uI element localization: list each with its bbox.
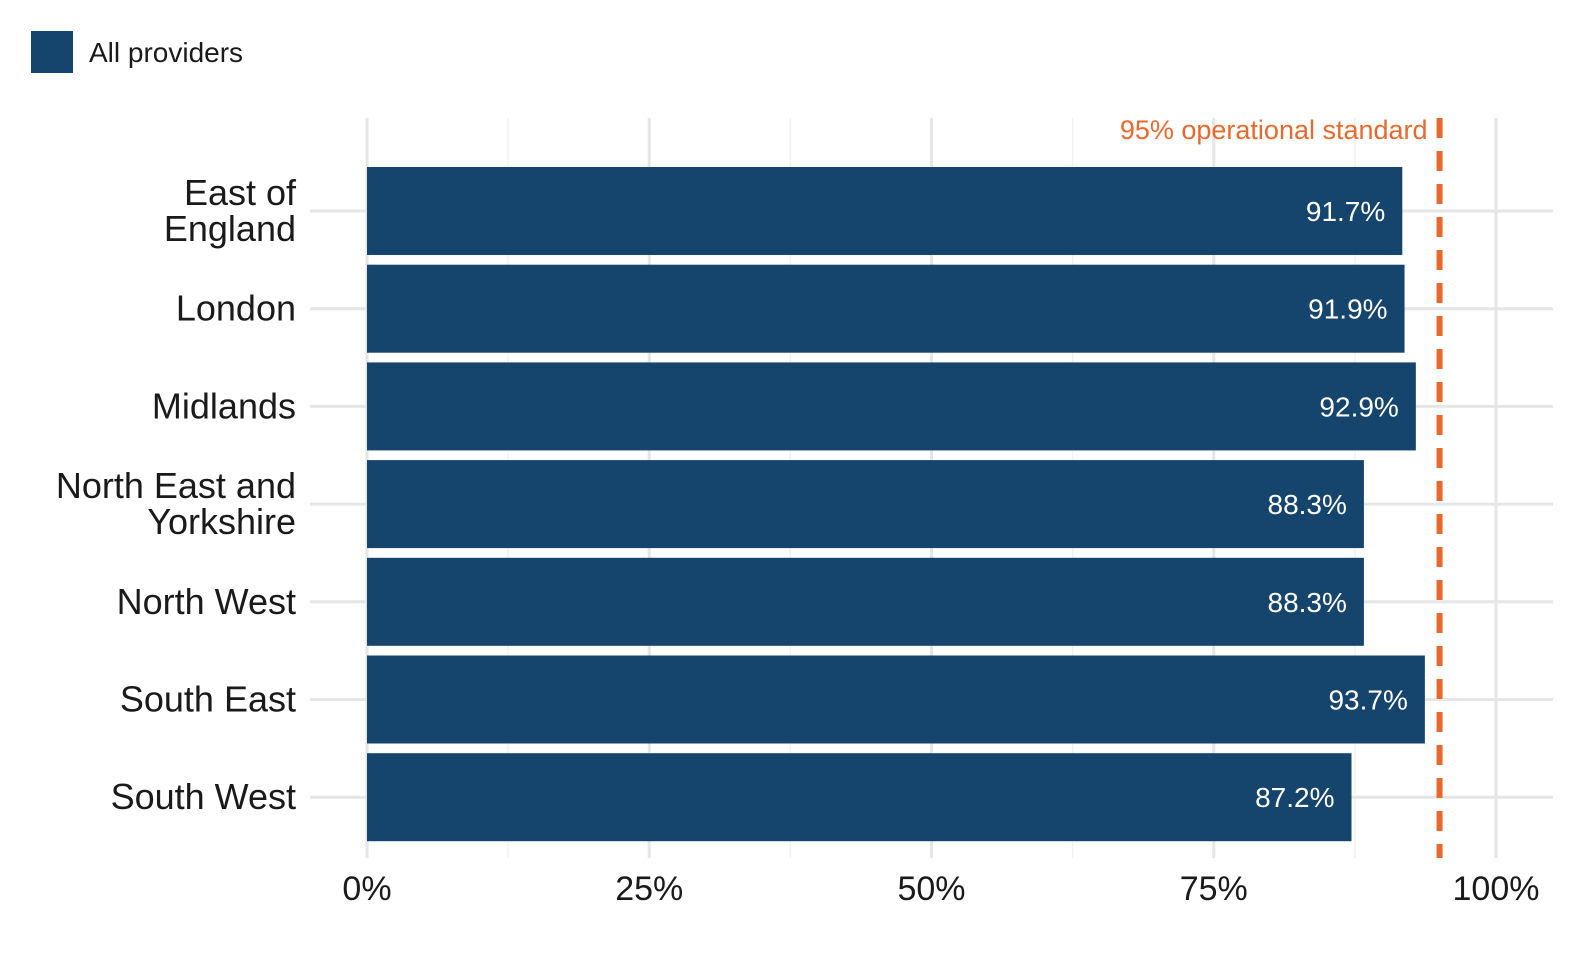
category-label: North East and Yorkshire: [56, 465, 296, 542]
reference-line-label: 95% operational standard: [1120, 115, 1428, 145]
category-label: North West: [117, 581, 296, 622]
bar: [367, 167, 1403, 255]
legend-swatch: [31, 31, 73, 73]
x-tick-label: 0%: [342, 870, 391, 908]
category-label: South East: [120, 679, 296, 720]
bar: [367, 753, 1352, 842]
category-label: London: [176, 288, 296, 329]
x-tick-label: 75%: [1180, 870, 1248, 908]
reference-line-group: 95% operational standard: [1120, 115, 1443, 858]
bars: 91.7% 91.9% 92.9% 88.3% 88.3% 93.7% 87.2%: [367, 167, 1425, 842]
data-label: 93.7%: [1328, 685, 1407, 716]
category-label: Midlands: [152, 385, 296, 426]
category-labels: East of England London Midlands North East a…: [56, 172, 297, 817]
data-label: 91.9%: [1308, 294, 1387, 325]
bar: [367, 557, 1364, 646]
data-label: 87.2%: [1255, 782, 1334, 813]
category-label: South West: [111, 776, 296, 817]
legend: All providers: [31, 31, 243, 73]
bar: [367, 264, 1405, 353]
x-axis-ticks: 0% 25% 50% 75% 100%: [342, 870, 1539, 908]
bar: [367, 460, 1364, 549]
bar: [367, 655, 1425, 744]
legend-label: All providers: [89, 37, 243, 68]
data-label: 88.3%: [1268, 587, 1347, 618]
category-label: East of England: [164, 172, 297, 249]
x-tick-label: 50%: [897, 870, 965, 908]
x-tick-label: 100%: [1453, 870, 1540, 908]
bar: [367, 362, 1416, 451]
data-label: 92.9%: [1319, 391, 1398, 422]
data-label: 91.7%: [1306, 196, 1385, 227]
data-label: 88.3%: [1268, 489, 1347, 520]
x-tick-label: 25%: [615, 870, 683, 908]
